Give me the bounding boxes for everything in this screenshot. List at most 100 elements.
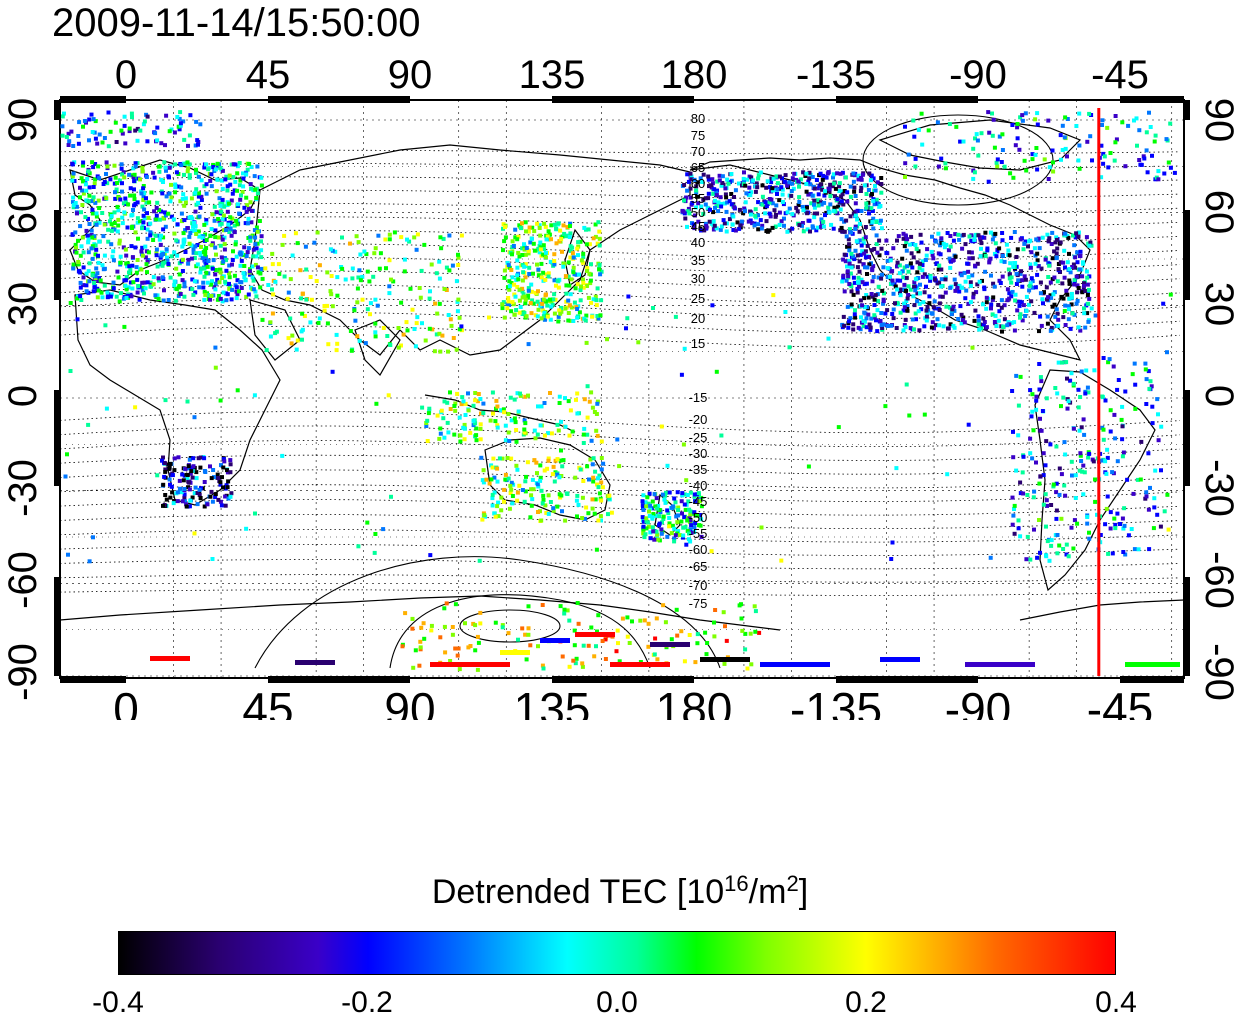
tec-point — [76, 238, 80, 243]
tec-point — [1032, 310, 1037, 315]
tec-point — [545, 314, 550, 319]
tec-point — [970, 273, 975, 278]
tec-point — [540, 501, 545, 506]
tec-point — [526, 342, 531, 347]
tec-point — [507, 279, 512, 284]
tec-point — [942, 245, 947, 250]
tec-point — [202, 504, 207, 509]
tec-point — [174, 266, 179, 271]
tec-point — [445, 420, 450, 425]
tec-point — [91, 185, 96, 189]
tec-point — [750, 221, 755, 226]
tec-point — [545, 466, 550, 471]
tec-point — [869, 206, 874, 211]
tec-point — [140, 245, 145, 250]
tec-point — [693, 521, 698, 525]
tec-point — [1034, 146, 1039, 150]
tec-point — [855, 290, 860, 295]
tec-point — [1034, 398, 1039, 403]
tec-point — [539, 518, 544, 523]
tec-point — [644, 526, 649, 531]
tec-point — [785, 183, 790, 188]
tec-point — [129, 111, 134, 116]
tec-point — [1045, 539, 1050, 544]
tec-point — [877, 253, 882, 258]
tec-point — [376, 233, 381, 238]
tec-point — [881, 299, 886, 304]
tec-point — [655, 537, 660, 542]
tec-point — [544, 272, 549, 277]
tec-point — [564, 291, 569, 296]
tec-point — [181, 192, 186, 197]
tec-point — [153, 131, 158, 136]
tec-point — [487, 315, 491, 320]
tec-point — [864, 325, 869, 330]
tec-point — [556, 221, 561, 226]
tec-point — [831, 175, 835, 180]
tec-point — [90, 130, 95, 134]
tec-point — [845, 190, 850, 195]
tec-point — [829, 222, 834, 227]
tec-point — [1065, 376, 1069, 381]
tec-point — [228, 458, 233, 463]
tec-point — [555, 504, 560, 509]
tec-point — [365, 520, 370, 525]
tec-point — [209, 243, 214, 248]
tec-point — [537, 250, 542, 255]
tec-point — [580, 260, 585, 265]
tec-point — [648, 503, 653, 508]
tec-point — [523, 297, 528, 302]
tec-point — [568, 244, 573, 249]
tec-point — [749, 175, 754, 180]
tec-point — [841, 257, 846, 262]
tec-point — [828, 194, 833, 199]
tec-point — [994, 254, 999, 259]
tec-point — [427, 326, 432, 331]
tec-point — [871, 264, 876, 269]
tec-streak — [1125, 662, 1180, 667]
tec-point — [528, 515, 533, 520]
tec-point — [920, 263, 925, 268]
tec-point — [970, 345, 975, 350]
tec-point — [517, 254, 522, 259]
tec-point — [806, 179, 811, 184]
tec-point — [599, 480, 604, 485]
tec-point — [956, 232, 961, 237]
tec-point — [666, 511, 671, 516]
tec-point — [800, 204, 805, 209]
tec-point — [682, 659, 687, 664]
tec-point — [456, 263, 461, 267]
tec-point — [271, 292, 276, 297]
tec-point — [758, 218, 763, 223]
tec-point — [72, 160, 77, 165]
tec-point — [692, 226, 697, 231]
tec-point — [696, 219, 701, 224]
tec-point — [1068, 378, 1073, 383]
tec-point — [1158, 524, 1163, 529]
tec-point — [578, 467, 583, 472]
tec-point — [562, 611, 567, 616]
tec-point — [853, 213, 858, 218]
tec-point — [270, 287, 274, 292]
tec-point — [1148, 125, 1153, 129]
tec-point — [918, 261, 922, 266]
tec-point — [872, 315, 877, 320]
tec-point — [539, 404, 544, 409]
tec-point — [566, 298, 571, 303]
tec-point — [93, 252, 98, 257]
tec-point — [255, 229, 260, 234]
tec-point — [901, 231, 906, 236]
tec-point — [141, 191, 146, 196]
tec-point — [538, 423, 543, 428]
tec-point — [233, 240, 238, 245]
tec-point — [745, 666, 750, 671]
tec-point — [163, 213, 168, 218]
coastline-path — [1034, 369, 1156, 592]
tec-point — [895, 287, 900, 292]
tec-point — [929, 325, 934, 330]
tec-point — [220, 197, 225, 202]
tec-point — [172, 499, 177, 503]
tec-point — [655, 657, 660, 662]
tec-point — [748, 209, 753, 214]
tec-point — [173, 190, 178, 195]
